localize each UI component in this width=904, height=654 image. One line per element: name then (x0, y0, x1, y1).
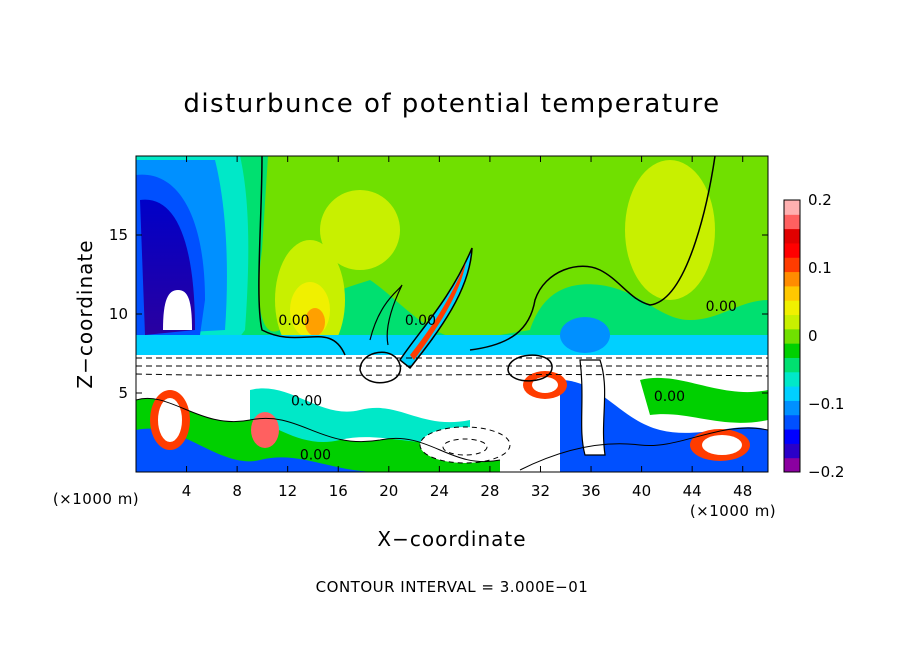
colorbar-frame (783, 199, 801, 473)
field-red-eddy-2-core (702, 435, 742, 455)
x-axis-unit-right: (×1000 m) (690, 502, 776, 520)
x-axis-label: X−coordinate (377, 527, 526, 551)
colorbar-swatch (784, 371, 800, 387)
x-tick-label: 36 (581, 482, 600, 500)
colorbar-swatch (784, 343, 800, 358)
contour-labels: 0.00 0.00 0.00 0.00 0.00 0.00 (278, 299, 736, 464)
x-tick-label: 8 (232, 482, 242, 500)
field-pale-zone (419, 426, 511, 464)
contour-label: 0.00 (706, 299, 737, 315)
colorbar-tick-label: −0.1 (808, 395, 844, 413)
y-axis-ticks: 5 10 15 (109, 226, 768, 402)
plot-area (136, 156, 768, 472)
colorbar-swatch (784, 443, 800, 459)
x-tick-label: 24 (430, 482, 449, 500)
y-tick-label: 10 (109, 305, 128, 323)
colorbar-swatch (784, 400, 800, 416)
field-lower-blue-1 (136, 428, 380, 472)
field-warm-center (305, 308, 325, 336)
colorbar-swatch (784, 242, 800, 258)
colorbar-swatch (784, 257, 800, 273)
contour-lower-1 (136, 397, 501, 462)
field-red-eddy-1-core (158, 398, 182, 442)
contour-zero-right (469, 156, 716, 351)
contour-label: 0.00 (300, 447, 331, 463)
field-tilted-plume (398, 247, 473, 370)
contour-zero-hook (369, 284, 403, 346)
colorbar-swatch (784, 429, 800, 444)
x-tick-label: 32 (531, 482, 550, 500)
field-patch-right (625, 160, 715, 300)
colorbar-swatch (784, 228, 800, 244)
y-tick-label: 5 (118, 384, 128, 402)
colorbar-swatch (784, 214, 800, 230)
colorbar-swatch (784, 300, 800, 316)
x-tick-label: 4 (182, 482, 192, 500)
colorbar-swatch (784, 314, 800, 330)
field-lower-cyan (250, 388, 470, 443)
field-red-eddy-4 (251, 412, 279, 448)
field-red-eddy-3-core (532, 377, 558, 393)
colorbar-swatch (784, 328, 800, 344)
field-patch-mid (320, 190, 400, 270)
contour-label: 0.00 (654, 389, 685, 405)
contour-lower-2 (519, 427, 768, 471)
colorbar-swatch (784, 457, 800, 473)
contour-label: 0.00 (291, 394, 322, 410)
contour-label: 0.00 (278, 313, 309, 329)
x-tick-label: 44 (683, 482, 702, 500)
colorbar-tick-label: 0 (808, 327, 818, 345)
field-blue-spot (560, 317, 610, 353)
field-cyan-band (136, 335, 768, 355)
x-axis-ticks: 4 8 12 16 20 24 28 32 36 40 44 48 (182, 156, 752, 500)
y-tick-label: 15 (109, 226, 128, 244)
colorbar-tick-label: −0.2 (808, 463, 844, 481)
colorbar-swatch (784, 271, 800, 287)
x-tick-label: 20 (379, 482, 398, 500)
colorbar-swatch (784, 200, 800, 215)
x-tick-label: 12 (278, 482, 297, 500)
x-tick-label: 48 (733, 482, 752, 500)
field-vertical-column (579, 359, 606, 456)
x-tick-label: 16 (329, 482, 348, 500)
field-white-plume (163, 290, 192, 330)
colorbar-swatch (784, 285, 800, 301)
colorbar: 0.2 0.1 0 −0.1 −0.2 (783, 191, 844, 481)
field-tilted-plume-core (410, 262, 466, 360)
field-lower-right-green (640, 377, 768, 423)
x-tick-label: 40 (632, 482, 651, 500)
contour-label: 0.00 (405, 313, 436, 329)
field-pale-zone-inner (442, 438, 488, 456)
contour-interval-note: CONTOUR INTERVAL = 3.000E−01 (316, 578, 589, 596)
colorbar-tick-label: 0.2 (808, 191, 832, 209)
colorbar-swatch (784, 386, 800, 401)
contour-eddy-cluster (359, 351, 553, 384)
colorbar-tick-label: 0.1 (808, 259, 832, 277)
chart-title: disturbunce of potential temperature (183, 89, 720, 119)
colorbar-swatch (784, 357, 800, 373)
x-axis-unit-left: (×1000 m) (53, 490, 139, 508)
colorbar-swatch (784, 414, 800, 430)
x-tick-label: 28 (480, 482, 499, 500)
contour-inversion-dashed-3 (136, 373, 768, 377)
contour-zero-upper (258, 156, 346, 356)
y-axis-label: Z−coordinate (73, 239, 97, 388)
